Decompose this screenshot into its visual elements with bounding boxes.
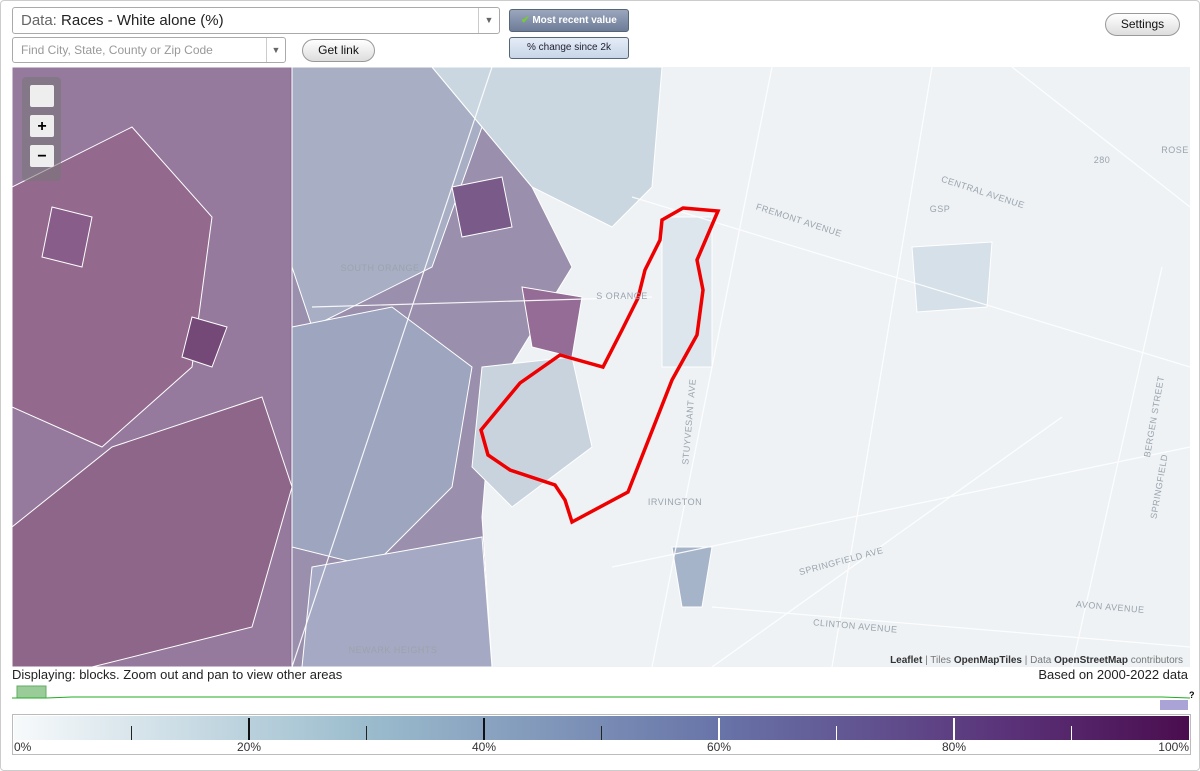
histogram-bar bbox=[16, 685, 47, 699]
attribution: Leaflet | Tiles OpenMapTiles | Data Open… bbox=[890, 655, 1183, 666]
data-select[interactable]: Data: Races - White alone (%) ▼ bbox=[12, 7, 500, 34]
zoom-in-button[interactable] bbox=[30, 115, 54, 137]
status-text: Displaying: blocks. Zoom out and pan to … bbox=[12, 667, 343, 682]
attr-text: Data bbox=[1030, 655, 1052, 666]
zoom-out-button[interactable] bbox=[30, 145, 54, 167]
data-select-value: Races - White alone (%) bbox=[61, 12, 224, 29]
histogram: ? bbox=[12, 685, 1195, 710]
legend-tick-label: 100% bbox=[1158, 740, 1189, 754]
get-link-button[interactable]: Get link bbox=[302, 39, 375, 62]
zoom-out-icon: − bbox=[37, 148, 46, 165]
histogram-line bbox=[12, 696, 1191, 699]
dropdown-arrow: ▼ bbox=[478, 8, 499, 33]
legend-tick-label: 60% bbox=[707, 740, 731, 754]
zoom-in-icon: + bbox=[37, 118, 46, 135]
check-icon: ✔ bbox=[521, 15, 530, 26]
map-label: S ORANGE bbox=[596, 291, 648, 301]
map-label: ROSE bbox=[1161, 145, 1189, 155]
most-recent-toggle[interactable]: ✔ Most recent value bbox=[509, 9, 629, 32]
fit-button[interactable] bbox=[30, 85, 54, 107]
search-placeholder: Find City, State, County or Zip Code bbox=[21, 43, 213, 57]
histogram-bar bbox=[1160, 700, 1188, 710]
selection-outline bbox=[479, 206, 721, 525]
legend-tick-label: 20% bbox=[237, 740, 261, 754]
legend-tick-label: 0% bbox=[14, 740, 32, 754]
legend: 0% 20% 40% 60% 80% 100% bbox=[12, 714, 1191, 755]
dropdown-arrow: ▼ bbox=[266, 38, 285, 62]
attr-link[interactable]: OpenMapTiles bbox=[954, 655, 1023, 666]
data-prefix: Data: bbox=[21, 12, 57, 29]
data-years: Based on 2000-2022 data bbox=[1038, 667, 1188, 682]
attr-text: Tiles bbox=[930, 655, 951, 666]
map-streets bbox=[291, 67, 1190, 667]
legend-tick-label: 80% bbox=[942, 740, 966, 754]
map-label: SOUTH ORANGE bbox=[340, 263, 419, 273]
change-toggle[interactable]: % change since 2k bbox=[509, 37, 629, 59]
legend-frame bbox=[12, 714, 1191, 755]
map-blocks bbox=[12, 67, 993, 667]
settings-button[interactable]: Settings bbox=[1105, 13, 1180, 36]
search-box[interactable]: Find City, State, County or Zip Code ▼ bbox=[12, 37, 286, 63]
map-label: NEWARK HEIGHTS bbox=[349, 645, 438, 655]
attr-link[interactable]: Leaflet bbox=[890, 655, 923, 666]
map-label: 280 bbox=[1094, 155, 1111, 165]
map[interactable]: SOUTH ORANGE IRVINGTON NEWARK HEIGHTS CE… bbox=[12, 67, 1190, 667]
map-label: IRVINGTON bbox=[648, 497, 702, 507]
map-label: GSP bbox=[930, 204, 951, 214]
attr-text: contributors bbox=[1131, 655, 1183, 666]
legend-tick-label: 40% bbox=[472, 740, 496, 754]
unknown-marker: ? bbox=[1189, 690, 1195, 700]
most-recent-label: Most recent value bbox=[532, 15, 617, 26]
attr-link[interactable]: OpenStreetMap bbox=[1054, 655, 1128, 666]
